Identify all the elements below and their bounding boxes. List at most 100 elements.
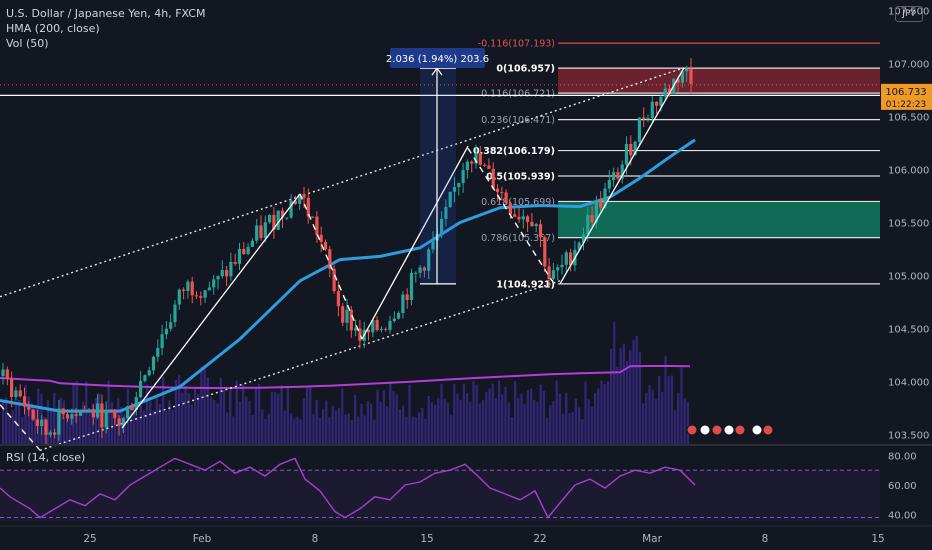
- candle-body: [409, 272, 414, 301]
- volume-bar: [501, 394, 504, 445]
- candle-body: [440, 218, 444, 235]
- candle-body: [113, 409, 117, 419]
- candle-body: [495, 188, 500, 193]
- volume-bar: [565, 392, 568, 445]
- candle-body: [207, 287, 211, 291]
- volume-bar: [658, 375, 661, 445]
- volume-bar: [219, 377, 222, 445]
- candle-body: [341, 306, 345, 323]
- candle-body: [650, 101, 654, 118]
- candle-body: [646, 117, 650, 120]
- candle-body: [371, 320, 375, 333]
- candle-body: [57, 408, 61, 435]
- candle-body: [388, 320, 392, 330]
- volume-bar: [270, 391, 273, 445]
- fib-zone-top: [558, 68, 880, 94]
- price-axis-tick: 107.000: [888, 60, 929, 71]
- candle-body: [366, 329, 371, 333]
- candle-body: [461, 170, 465, 184]
- volume-bar: [354, 395, 357, 445]
- volume-bar: [475, 384, 478, 445]
- volume-bar: [136, 416, 139, 445]
- volume-bar: [590, 406, 593, 445]
- candle-body: [422, 267, 426, 271]
- volume-bar: [104, 413, 107, 445]
- volume-bar: [94, 398, 97, 445]
- candle-body: [229, 261, 233, 277]
- candle-body: [298, 194, 302, 204]
- candle-body: [91, 409, 95, 418]
- candle-body: [612, 172, 616, 181]
- candle-body: [543, 237, 547, 267]
- fib-lines-layer: -0.116(107.193) 0(106.957) 0.116(106.721) 0…: [0, 39, 880, 290]
- candle-body: [590, 215, 594, 223]
- candle-body: [164, 328, 168, 335]
- volume-bar: [107, 380, 110, 445]
- candle-body: [556, 267, 560, 271]
- last-price-label: 106.733: [885, 87, 926, 98]
- candle-body: [285, 217, 289, 219]
- candle-body: [156, 348, 160, 357]
- candle-body: [272, 214, 276, 230]
- chart-legend: U.S. Dollar / Japanese Yen, 4h, FXCM HMA…: [6, 6, 205, 51]
- volume-bar: [123, 413, 126, 445]
- volume-bar: [200, 366, 203, 445]
- rsi-band-area: [0, 470, 880, 522]
- candle-body: [504, 192, 508, 204]
- volume-bar: [411, 416, 414, 445]
- volume-bar: [11, 410, 14, 445]
- volume-bar: [597, 388, 600, 445]
- candle-body: [642, 117, 646, 120]
- volume-bar: [466, 392, 469, 445]
- candle-body: [332, 268, 336, 292]
- volume-bar: [533, 399, 536, 445]
- fib-zones-layer: [558, 68, 880, 238]
- price-axis-tick: 103.500: [888, 430, 929, 441]
- volume-bar: [66, 413, 69, 445]
- candle-body: [384, 328, 388, 330]
- volume-bar: [386, 406, 389, 445]
- candle-body: [405, 294, 409, 301]
- candle-body: [397, 312, 401, 319]
- candle-body: [22, 396, 27, 407]
- candle-body: [521, 216, 525, 220]
- legend-hma[interactable]: HMA (200, close): [6, 22, 100, 35]
- volume-bar: [18, 399, 21, 445]
- measure-area: [420, 68, 456, 284]
- candle-body: [311, 216, 315, 218]
- candle-body: [18, 390, 22, 397]
- candle-body: [44, 419, 48, 435]
- volume-bar: [552, 401, 555, 445]
- legend-vol[interactable]: Vol (50): [6, 37, 49, 50]
- time-axis-tick: 15: [420, 533, 433, 545]
- volume-bar: [651, 390, 654, 445]
- candle-body: [637, 117, 641, 142]
- volume-bar: [494, 398, 497, 445]
- candle-body: [31, 409, 35, 420]
- wave-line: [361, 145, 469, 340]
- volume-bar: [187, 393, 190, 445]
- volume-bar: [114, 410, 117, 445]
- time-axis-tick: 8: [762, 533, 769, 545]
- time-axis-tick: 25: [83, 533, 96, 545]
- candle-body: [40, 419, 44, 426]
- candle-body: [169, 322, 173, 329]
- legend-symbol[interactable]: U.S. Dollar / Japanese Yen, 4h, FXCM: [6, 7, 206, 20]
- candle-body: [534, 224, 538, 227]
- economic-event-icon: [734, 424, 746, 436]
- rsi-axis-tick: 60.00: [888, 481, 917, 492]
- volume-bar: [27, 396, 30, 445]
- hma-layer: [0, 138, 696, 413]
- volume-bar: [293, 418, 296, 445]
- volume-bar: [59, 397, 62, 445]
- volume-bar: [85, 381, 88, 445]
- volume-bar: [290, 413, 293, 445]
- volume-bar: [664, 356, 667, 445]
- economic-event-icon: [762, 424, 774, 436]
- volume-ma-line: [0, 365, 691, 389]
- rsi-legend[interactable]: RSI (14, close): [6, 451, 86, 464]
- volume-bar: [491, 383, 494, 445]
- currency-button[interactable]: JPY: [895, 6, 923, 22]
- candle-body: [685, 68, 689, 72]
